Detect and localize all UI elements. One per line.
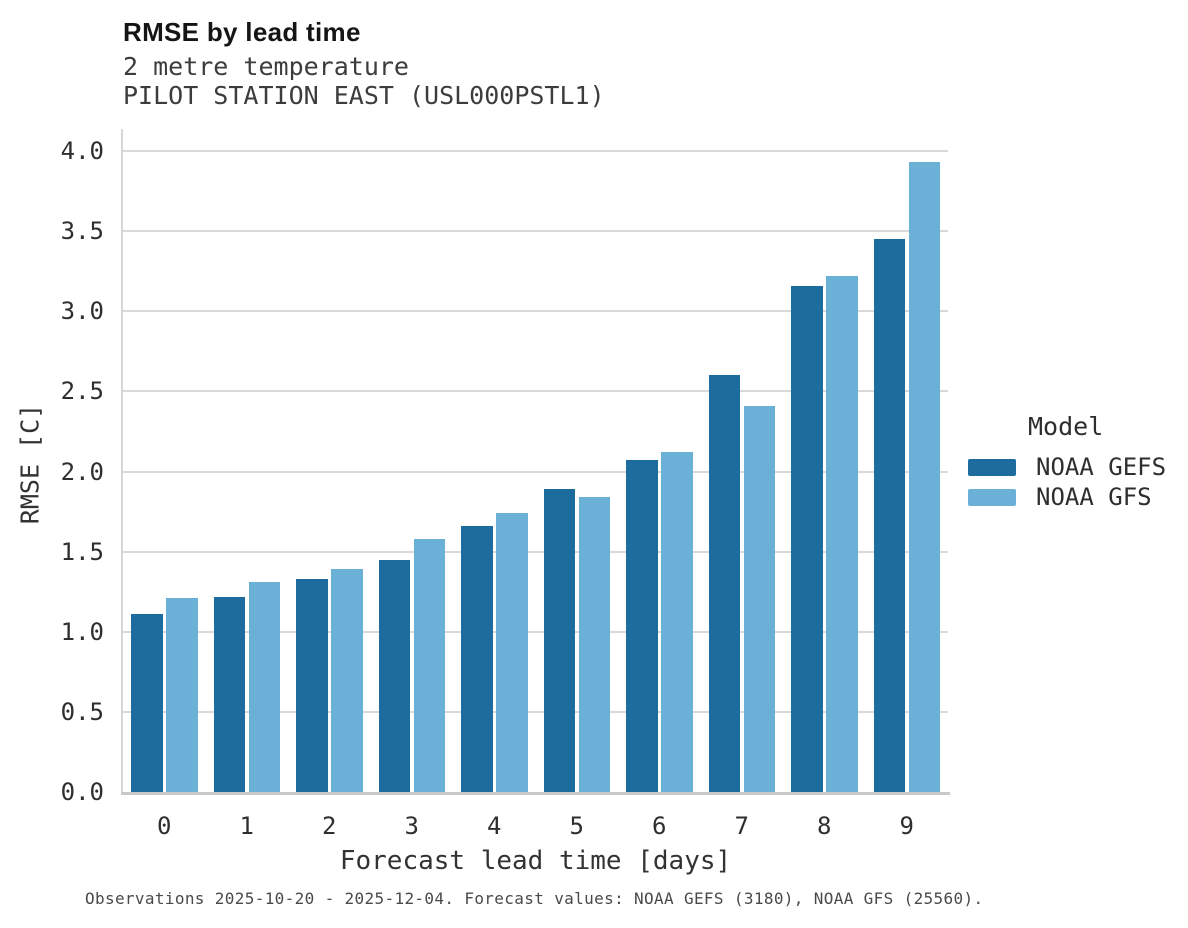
x-tick-0: 0 [157, 812, 172, 840]
legend-title: Model [1028, 412, 1104, 441]
y-tick-1.5: 1.5 [60, 537, 104, 566]
y-tick-3.0: 3.0 [60, 297, 104, 326]
bar-noaa-gfs-lead-0 [166, 598, 198, 792]
gridline-2.0 [123, 470, 948, 473]
gridline-1.5 [123, 550, 948, 553]
x-axis-title: Forecast lead time [days] [339, 846, 732, 876]
y-tick-3.5: 3.5 [60, 217, 104, 246]
legend-item-noaa-gfs: NOAA GFS [968, 482, 1183, 512]
bar-noaa-gefs-lead-0 [131, 614, 163, 792]
bar-noaa-gfs-lead-5 [578, 497, 610, 792]
bar-noaa-gfs-lead-3 [413, 538, 445, 792]
chart-title: RMSE by lead time [123, 17, 361, 47]
chart-subtitle-station: PILOT STATION EAST (USL000PSTL1) [123, 81, 605, 110]
bar-noaa-gefs-lead-1 [213, 596, 245, 792]
bar-noaa-gfs-lead-1 [248, 582, 280, 792]
legend-item-noaa-gefs: NOAA GEFS [968, 452, 1183, 482]
y-tick-0.5: 0.5 [60, 697, 104, 726]
bar-noaa-gfs-lead-9 [908, 162, 940, 792]
x-tick-6: 6 [652, 812, 667, 840]
x-tick-5: 5 [569, 812, 584, 840]
bar-noaa-gefs-lead-2 [296, 578, 328, 792]
gridline-3.0 [123, 310, 948, 313]
footnote: Observations 2025-10-20 - 2025-12-04. Fo… [85, 889, 984, 908]
y-tick-4.0: 4.0 [60, 137, 104, 165]
legend: Model NOAA GEFS NOAA GFS [968, 412, 1183, 512]
chart-subtitle-variable: 2 metre temperature [123, 52, 409, 81]
x-tick-4: 4 [487, 812, 502, 840]
y-tick-1.0: 1.0 [60, 617, 104, 646]
legend-label: NOAA GFS [1036, 483, 1152, 511]
y-axis-title: RMSE [C] [15, 403, 45, 525]
bar-noaa-gfs-lead-6 [661, 452, 693, 792]
bar-noaa-gefs-lead-7 [708, 375, 740, 792]
bar-noaa-gefs-lead-3 [378, 559, 410, 792]
x-tick-8: 8 [817, 812, 832, 840]
bar-noaa-gfs-lead-8 [826, 276, 858, 792]
bar-noaa-gefs-lead-5 [543, 489, 575, 792]
bar-noaa-gefs-lead-9 [873, 239, 905, 792]
x-axis-line [121, 792, 950, 795]
legend-label: NOAA GEFS [1036, 453, 1167, 481]
gridline-1.0 [123, 630, 948, 633]
legend-swatch-icon [968, 488, 1016, 506]
y-tick-2.0: 2.0 [60, 457, 104, 486]
x-tick-2: 2 [322, 812, 337, 840]
gridline-4.0 [123, 150, 948, 152]
legend-items: NOAA GEFS NOAA GFS [968, 452, 1183, 512]
x-tick-7: 7 [734, 812, 749, 840]
bar-noaa-gefs-lead-8 [791, 285, 823, 792]
x-tick-3: 3 [404, 812, 419, 840]
plot-area [123, 129, 948, 792]
y-tick-2.5: 2.5 [60, 377, 104, 406]
bar-noaa-gfs-lead-4 [496, 513, 528, 792]
y-tick-0.0: 0.0 [60, 778, 104, 806]
bar-noaa-gefs-lead-6 [626, 460, 658, 792]
gridline-3.5 [123, 230, 948, 233]
bar-noaa-gfs-lead-2 [331, 569, 363, 792]
gridline-2.5 [123, 390, 948, 393]
y-axis-spine [121, 129, 123, 794]
bar-noaa-gfs-lead-7 [743, 405, 775, 792]
gridline-0.5 [123, 710, 948, 713]
legend-swatch-icon [968, 458, 1016, 476]
bar-noaa-gefs-lead-4 [461, 526, 493, 792]
x-tick-1: 1 [239, 812, 254, 840]
x-tick-9: 9 [899, 812, 914, 840]
